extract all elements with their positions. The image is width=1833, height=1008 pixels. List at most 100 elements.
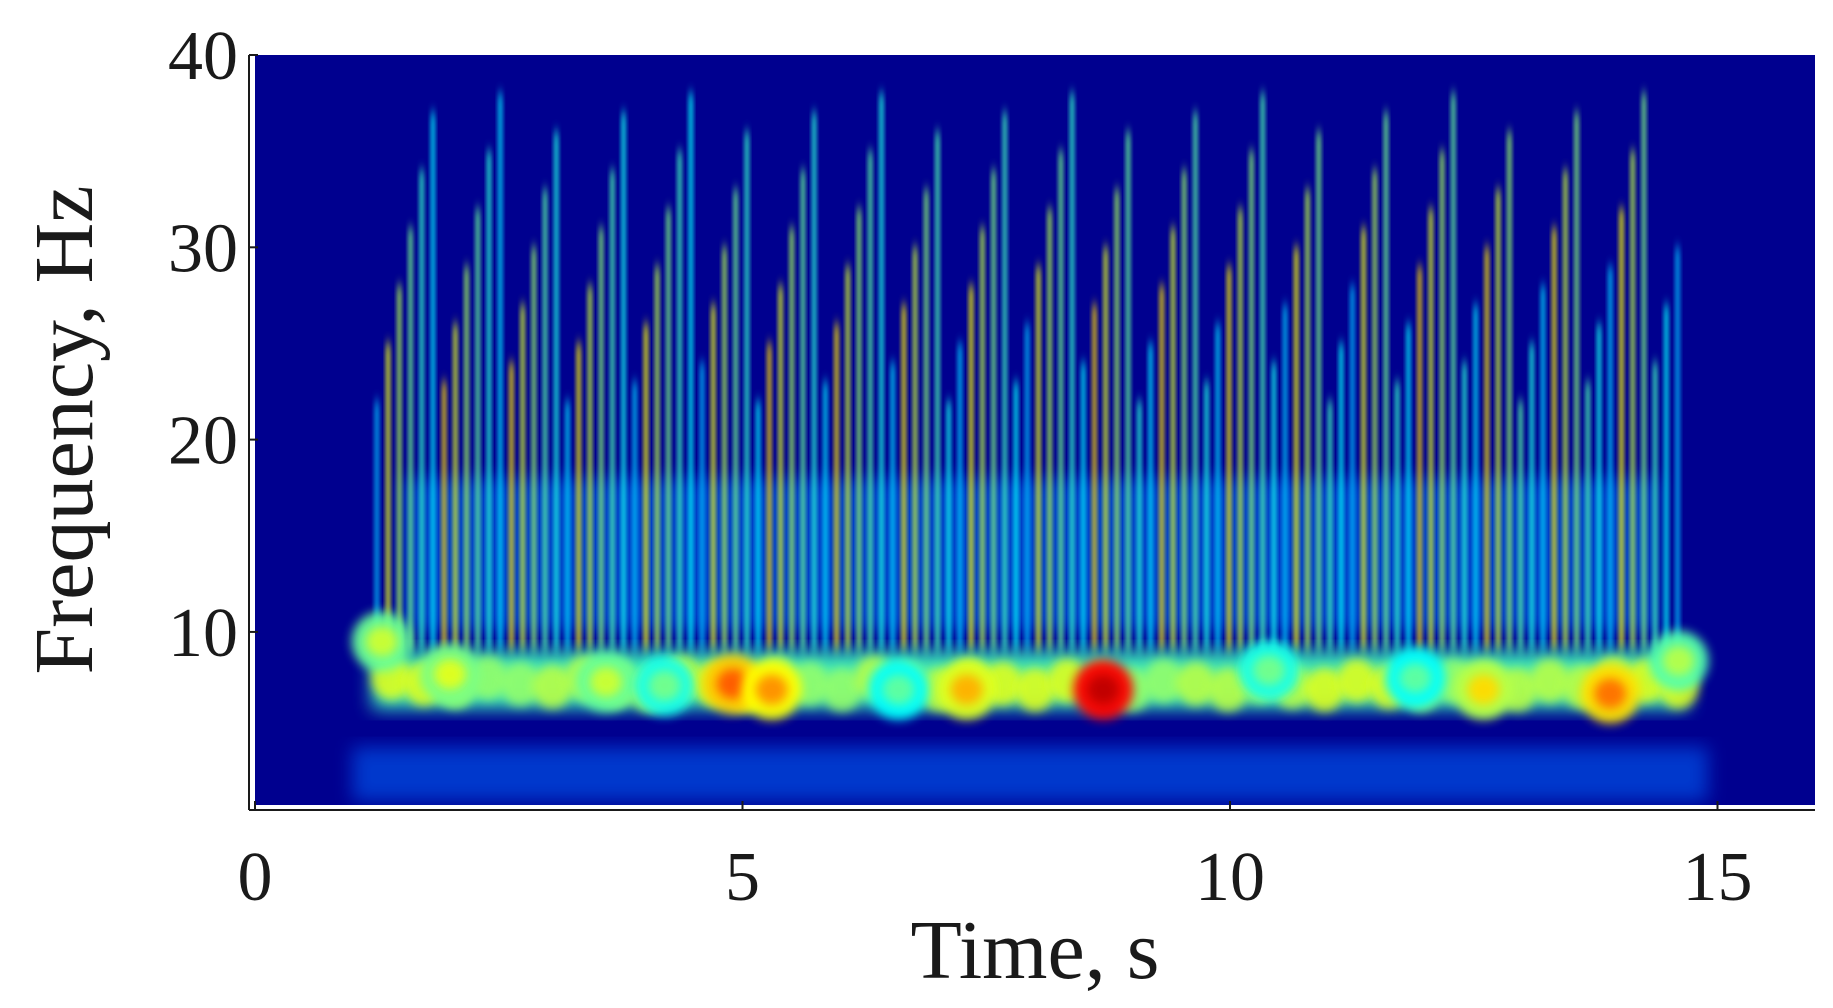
streak-mark xyxy=(1136,401,1142,652)
streak-mark xyxy=(1237,208,1243,652)
y-tick-label: 20 xyxy=(168,403,238,480)
streak-mark xyxy=(1551,228,1557,652)
plot-area xyxy=(255,55,1815,805)
streak-mark xyxy=(1080,362,1086,652)
streak-mark xyxy=(542,189,548,652)
hotspot-core xyxy=(1594,678,1627,709)
streak-mark xyxy=(408,228,414,652)
streak-mark xyxy=(1148,343,1154,652)
hotspot-core xyxy=(882,674,915,705)
streak-mark xyxy=(1192,112,1198,652)
streak-mark xyxy=(1652,362,1658,652)
streak-mark xyxy=(1159,285,1165,652)
hotspot-core xyxy=(648,670,681,701)
streak-mark xyxy=(1372,170,1378,652)
band-blob xyxy=(532,664,573,709)
hotspot-core xyxy=(1087,674,1120,705)
streak-mark xyxy=(845,266,851,652)
streak-mark xyxy=(497,93,503,652)
streak-mark xyxy=(834,324,840,652)
streak-mark xyxy=(789,228,795,652)
hotspot-core xyxy=(716,668,749,699)
streak-mark xyxy=(1282,305,1288,652)
streak-mark xyxy=(923,189,929,652)
streak-mark xyxy=(1630,151,1636,652)
x-axis-ticks: 0 5 10 15 xyxy=(238,801,1753,916)
streak-mark xyxy=(699,362,705,652)
x-tick-label: 0 xyxy=(238,839,273,916)
streak-mark xyxy=(1349,285,1355,652)
streak-mark xyxy=(755,401,761,652)
streak-mark xyxy=(856,208,862,652)
streak-mark xyxy=(778,285,784,652)
streak-mark xyxy=(396,285,402,652)
streak-mark xyxy=(609,170,615,652)
streak-mark xyxy=(452,324,458,652)
streak-mark xyxy=(688,93,694,652)
spectrogram-heat-layer xyxy=(351,93,1709,802)
streak-mark xyxy=(935,131,940,652)
streak-mark xyxy=(1417,266,1423,652)
streak-mark xyxy=(811,112,817,652)
streak-mark xyxy=(654,266,660,652)
streak-mark xyxy=(1540,285,1546,652)
streak-mark xyxy=(464,266,470,652)
streak-mark xyxy=(374,401,380,652)
streak-mark xyxy=(1518,401,1524,652)
streak-mark xyxy=(1248,151,1254,652)
hotspot-core xyxy=(1662,645,1695,676)
streak-mark xyxy=(890,362,896,652)
streak-mark xyxy=(1562,170,1568,652)
streak-mark xyxy=(979,228,985,652)
streak-mark xyxy=(1204,381,1210,652)
streak-mark xyxy=(1675,247,1681,652)
streak-mark xyxy=(1663,305,1669,652)
streak-mark xyxy=(1585,381,1591,652)
streak-mark xyxy=(508,362,514,652)
streak-mark xyxy=(621,112,627,652)
y-tick-label: 10 xyxy=(168,595,238,672)
streak-mark xyxy=(430,112,436,652)
streak-mark xyxy=(710,305,716,652)
streak-mark xyxy=(1125,131,1131,652)
streak-mark xyxy=(1473,305,1479,652)
low-frequency-wash xyxy=(352,747,1708,802)
x-tick-label: 5 xyxy=(725,839,760,916)
hotspot-core xyxy=(1399,663,1432,694)
streak-mark xyxy=(1641,93,1647,652)
streak-mark xyxy=(721,247,727,652)
streak-mark xyxy=(1618,208,1624,652)
streak-mark xyxy=(441,381,447,652)
streak-mark xyxy=(643,324,649,652)
streak-mark xyxy=(1069,93,1075,652)
streak-mark xyxy=(1316,131,1322,652)
hotspot-core xyxy=(434,659,466,690)
streak-mark xyxy=(946,401,952,652)
streak-mark xyxy=(733,189,739,652)
streak-mark xyxy=(677,151,683,652)
band-blob xyxy=(1015,667,1055,712)
band-blob xyxy=(1143,658,1184,703)
x-tick-label: 10 xyxy=(1195,839,1265,916)
streak-mark xyxy=(1215,324,1221,652)
streak-mark xyxy=(957,343,963,652)
hotspot-core xyxy=(1253,655,1285,686)
band-blob xyxy=(1529,658,1570,703)
streak-mark xyxy=(901,305,907,652)
streak-mark xyxy=(1013,381,1019,652)
streak-mark xyxy=(1450,93,1456,652)
hotspot-core xyxy=(755,674,788,705)
streak-mark xyxy=(1327,401,1333,652)
streak-mark xyxy=(1428,208,1434,652)
hotspot-core xyxy=(365,626,398,657)
hotspot-core xyxy=(950,674,983,705)
streak-mark xyxy=(1361,228,1367,652)
streak-mark xyxy=(598,228,604,652)
y-axis-label: Frequency, Hz xyxy=(18,185,111,674)
streak-mark xyxy=(1574,112,1580,652)
streak-mark xyxy=(822,381,828,652)
streak-mark xyxy=(867,151,873,652)
band-blob xyxy=(500,661,541,706)
streak-mark xyxy=(912,247,918,652)
